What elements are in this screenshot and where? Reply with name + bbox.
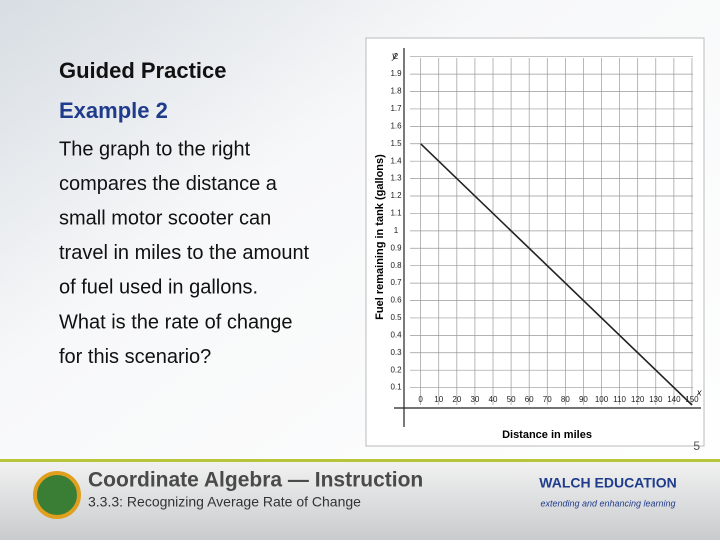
x-tick-label: 60	[525, 395, 534, 404]
course-title: Coordinate Algebra — Instruction	[88, 469, 423, 492]
body-line: The graph to the right	[59, 138, 251, 160]
body-line: small motor scooter can	[59, 207, 271, 229]
x-tick-label: 140	[667, 395, 681, 404]
y-tick-label: 1.1	[390, 209, 402, 218]
chart-panel	[365, 37, 705, 447]
x-tick-label: 100	[595, 395, 609, 404]
y-tick-label: 1.8	[390, 87, 402, 96]
x-tick-label: 20	[452, 395, 461, 404]
y-tick-label: 1.9	[390, 69, 402, 78]
subtitle: Example 2	[59, 98, 168, 123]
x-tick-label: 120	[631, 395, 645, 404]
title: Guided Practice	[59, 58, 227, 83]
axis-letter: x	[696, 387, 702, 397]
axis-letter: y	[391, 50, 397, 60]
y-tick-label: 1.7	[390, 104, 402, 113]
x-tick-label: 80	[561, 395, 570, 404]
x-tick-label: 10	[434, 395, 443, 404]
body-line: for this scenario?	[59, 346, 211, 368]
tagline: extending and enhancing learning	[540, 498, 675, 508]
y-tick-label: 0.9	[390, 243, 402, 252]
x-tick-label: 110	[613, 395, 626, 404]
x-tick-label: 150	[685, 395, 699, 404]
y-tick-label: 1.6	[390, 121, 402, 130]
logo	[33, 471, 81, 519]
y-tick-label: 0.6	[390, 296, 402, 305]
data-line	[420, 143, 693, 406]
x-axis-title: Distance in miles	[502, 429, 592, 441]
body-line: travel in miles to the amount	[59, 242, 310, 264]
publisher: WALCH EDUCATION	[539, 475, 676, 491]
y-tick-label: 0.5	[390, 313, 402, 322]
y-tick-label: 1	[394, 226, 399, 235]
x-tick-label: 0	[418, 395, 423, 404]
y-tick-label: 0.3	[390, 348, 402, 357]
x-tick-label: 70	[543, 395, 552, 404]
lesson-title: 3.3.3: Recognizing Average Rate of Chang…	[88, 494, 361, 510]
y-tick-label: 1.4	[390, 156, 402, 165]
y-tick-label: 1.5	[390, 139, 402, 148]
x-tick-label: 30	[470, 395, 479, 404]
y-tick-label: 0.4	[390, 330, 402, 339]
page-number: 5	[693, 439, 700, 453]
y-tick-label: 2	[394, 52, 399, 61]
body-line: compares the distance a	[59, 173, 278, 195]
body-line: of fuel used in gallons.	[59, 277, 258, 299]
y-tick-label: 0.1	[390, 383, 402, 392]
y-tick-label: 1.2	[390, 191, 402, 200]
body-line: What is the rate of change	[59, 311, 292, 333]
x-tick-label: 130	[649, 395, 663, 404]
y-axis-title: Fuel remaining in tank (gallons)	[374, 154, 386, 320]
footer-rule	[0, 459, 720, 462]
y-tick-label: 0.7	[390, 278, 402, 287]
x-tick-label: 90	[579, 395, 588, 404]
footer-band	[0, 460, 720, 540]
x-tick-label: 50	[507, 395, 516, 404]
y-tick-label: 0.2	[390, 365, 402, 374]
body-text: The graph to the right compares the dista…	[59, 138, 310, 368]
chart: 0.1 0.2 0.3 0.4 0.5 0.6 0.7 0.8 0.9 1 1.1 1.2 1.3 1.4…	[374, 48, 702, 441]
y-tick-label: 0.8	[390, 261, 402, 270]
x-tick-label: 40	[489, 395, 498, 404]
y-tick-label: 1.3	[390, 174, 402, 183]
